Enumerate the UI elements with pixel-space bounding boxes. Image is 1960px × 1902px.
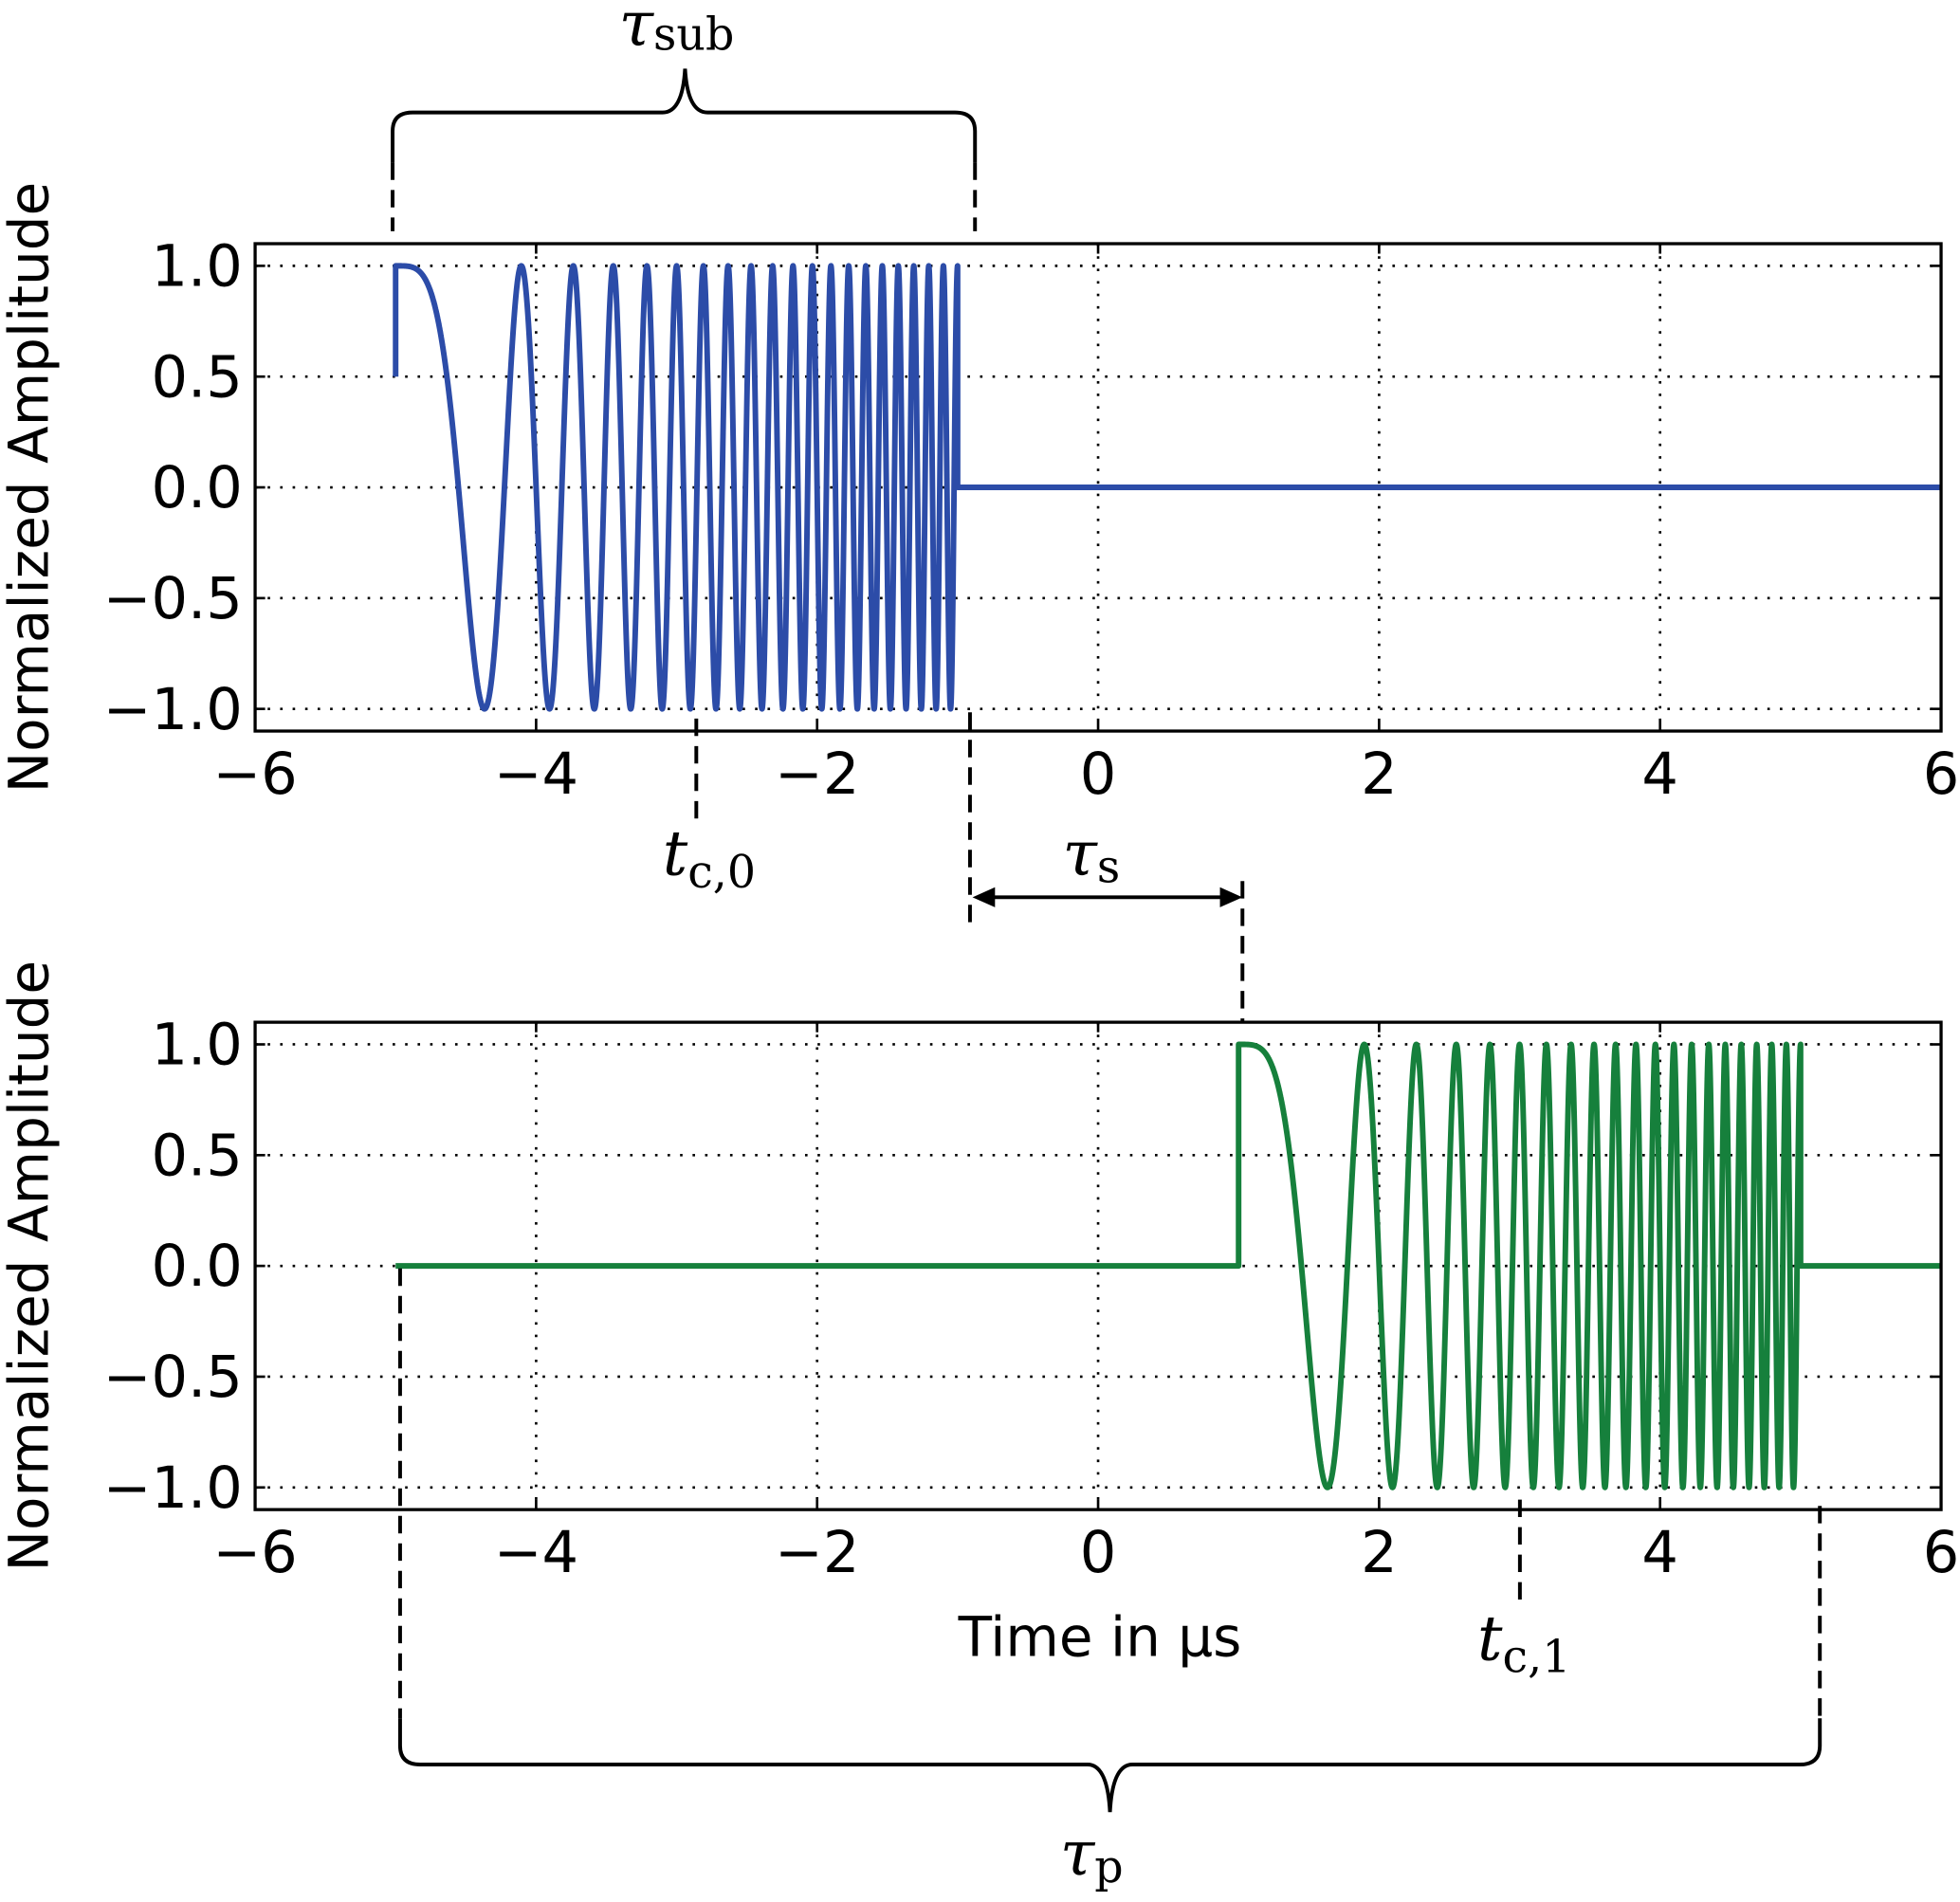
tau-s-arrowhead-left bbox=[972, 887, 996, 907]
x-tick-label: 2 bbox=[1361, 741, 1398, 808]
x-tick-label: 4 bbox=[1641, 741, 1678, 808]
x-tick-label: 0 bbox=[1080, 1520, 1117, 1586]
y-tick-label: 0.0 bbox=[151, 1234, 242, 1300]
tc1-annotation: tc,1 bbox=[1477, 1499, 1570, 1683]
series-line-bottom bbox=[395, 1041, 1942, 1491]
y-tick-label: −1.0 bbox=[103, 677, 243, 743]
tau-p-brace bbox=[397, 1718, 1823, 1813]
x-tick-label: 6 bbox=[1923, 741, 1960, 808]
y-tick-label: −1.0 bbox=[103, 1455, 243, 1522]
tc0-label: tc,0 bbox=[663, 817, 756, 899]
plot-top: −6 −4 −2 0 2 4 6 1.0 0.5 0.0 −0.5 −1.0 bbox=[103, 233, 1960, 807]
y-tick-label: −0.5 bbox=[103, 566, 243, 632]
plot-bottom: −6 −4 −2 0 2 4 6 1.0 0.5 0.0 −0.5 −1.0 bbox=[103, 1013, 1960, 1586]
axes-frame bbox=[253, 242, 1943, 733]
x-tick-label: 6 bbox=[1923, 1520, 1960, 1586]
tau-s-annotation: τs bbox=[967, 712, 1245, 1023]
y-tick-label: 0.5 bbox=[151, 344, 242, 411]
x-tick-label: −4 bbox=[494, 1520, 578, 1586]
y-tick-label: 0.5 bbox=[151, 1123, 242, 1189]
tau-p-annotation: τp bbox=[397, 1268, 1823, 1893]
x-tick-label: 0 bbox=[1080, 741, 1117, 808]
x-tick-label: −2 bbox=[775, 741, 859, 808]
series-line-top bbox=[393, 263, 1942, 712]
tau-sub-label: τsub bbox=[619, 0, 735, 62]
x-tick-label: −2 bbox=[775, 1520, 859, 1586]
y-axis-label-bottom: Normalized Amplitude bbox=[0, 960, 61, 1571]
y-tick-label: −0.5 bbox=[103, 1344, 243, 1411]
x-tick-label: 4 bbox=[1641, 1520, 1678, 1586]
tc0-annotation: tc,0 bbox=[663, 718, 756, 899]
y-tick-label: 0.0 bbox=[151, 455, 242, 521]
y-tick-label: 1.0 bbox=[151, 1013, 242, 1079]
tau-sub-brace bbox=[391, 68, 978, 163]
x-tick-label: 2 bbox=[1361, 1520, 1398, 1586]
x-tick-label: −6 bbox=[212, 741, 297, 808]
tc1-label: tc,1 bbox=[1477, 1601, 1570, 1683]
tau-s-label: τs bbox=[1062, 817, 1120, 894]
tau-sub-annotation: τsub bbox=[391, 0, 978, 231]
y-axis-label-top: Normalized Amplitude bbox=[0, 182, 61, 793]
tau-s-arrowhead-right bbox=[1219, 887, 1243, 907]
x-axis-label: Time in μs bbox=[958, 1604, 1242, 1669]
y-tick-label: 1.0 bbox=[151, 233, 242, 300]
x-tick-label: −4 bbox=[494, 741, 578, 808]
x-tick-label: −6 bbox=[212, 1520, 297, 1586]
axes-frame bbox=[253, 1020, 1943, 1511]
tau-p-label: τp bbox=[1060, 1817, 1124, 1893]
